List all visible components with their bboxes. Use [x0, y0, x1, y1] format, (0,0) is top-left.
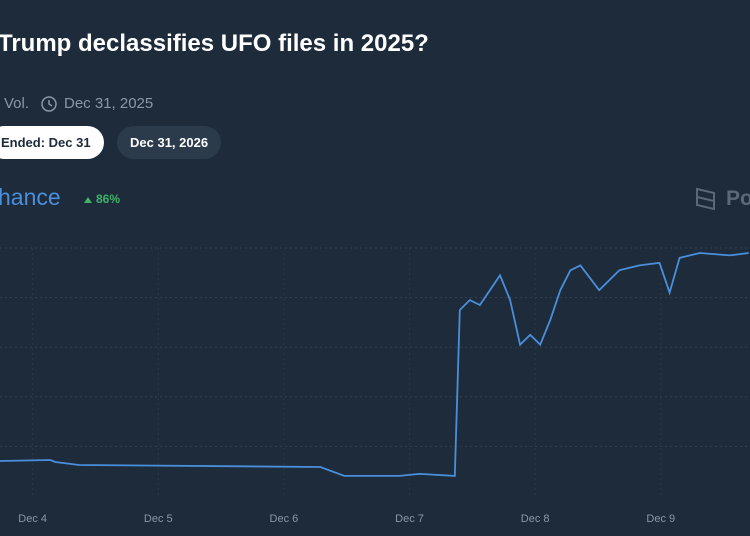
x-tick-label: Dec 5: [144, 513, 173, 525]
clock-icon: [41, 96, 57, 112]
date-tab[interactable]: Ended: Dec 31: [0, 126, 104, 159]
end-date: Dec 31, 2025: [64, 95, 154, 112]
x-tick-label: Dec 8: [521, 513, 550, 525]
logo: Po: [726, 187, 750, 210]
x-tick-label: Dec 7: [395, 513, 424, 525]
market-title: Trump declassifies UFO files in 2025?: [0, 30, 429, 57]
volume: Vol.: [4, 95, 30, 112]
chance-change: 86%: [96, 192, 121, 206]
price-line: [0, 252, 749, 477]
date-tab[interactable]: Dec 31, 2026: [117, 126, 222, 159]
clock-hand: [48, 100, 53, 107]
x-tick-label: Dec 6: [270, 513, 299, 525]
logo-icon: [696, 187, 715, 211]
x-tick-label: Dec 9: [646, 513, 675, 525]
chance-label: hance: [0, 184, 61, 210]
up-arrow: [84, 197, 92, 203]
x-tick-label: Dec 4: [18, 513, 47, 525]
